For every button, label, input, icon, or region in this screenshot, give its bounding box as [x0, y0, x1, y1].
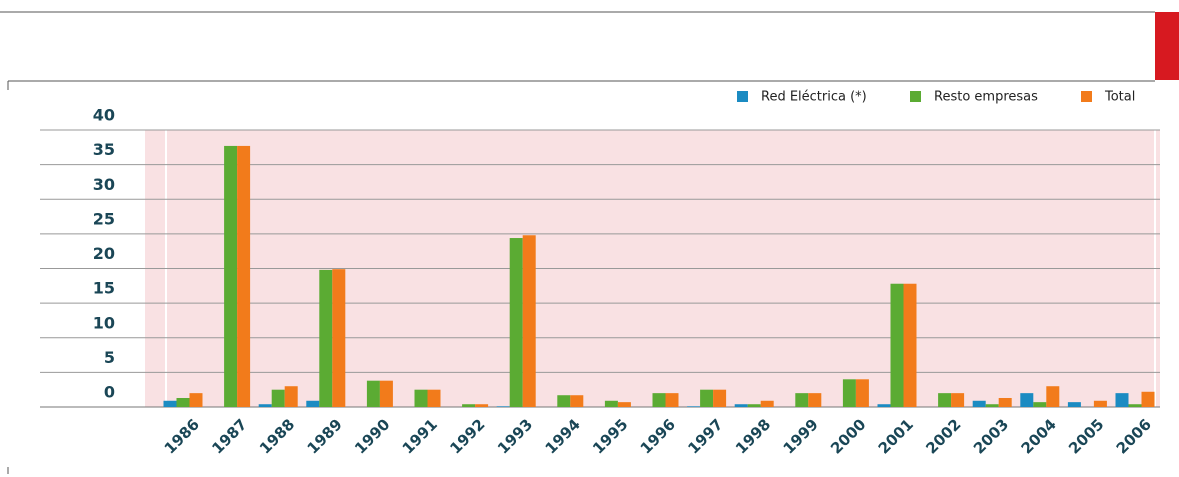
bar	[890, 283, 904, 407]
x-tick-label: 1988	[256, 415, 298, 457]
y-tick-label: 10	[93, 313, 115, 332]
x-tick-label: 2005	[1065, 415, 1107, 457]
y-tick-label: 0	[104, 383, 115, 402]
bar	[700, 389, 714, 407]
bar	[1067, 402, 1081, 407]
bar	[427, 389, 441, 407]
x-tick-label: 1986	[161, 415, 203, 457]
y-tick-label: 15	[93, 279, 115, 298]
bar	[604, 400, 618, 407]
bar	[951, 393, 965, 407]
corner-tab	[1155, 12, 1179, 80]
bar	[855, 379, 869, 407]
bar	[998, 397, 1012, 407]
x-tick-label: 1989	[304, 415, 346, 457]
bar	[496, 406, 510, 407]
x-tick-label: 2001	[875, 415, 917, 457]
x-tick-label: 2003	[970, 415, 1012, 457]
x-tick-label: 1987	[208, 415, 250, 457]
bar	[713, 389, 727, 407]
bar	[877, 404, 891, 407]
x-tick-label: 1998	[732, 415, 774, 457]
bar	[319, 269, 333, 407]
x-tick-label: 2004	[1018, 415, 1060, 457]
bar	[985, 404, 999, 407]
y-tick-label: 35	[93, 140, 115, 159]
bar	[760, 400, 774, 407]
bar	[332, 269, 346, 407]
legend-label: Resto empresas	[934, 90, 1038, 105]
bar	[1020, 393, 1034, 407]
legend-label: Red Eléctrica (*)	[761, 90, 867, 105]
bar	[570, 395, 584, 407]
bar	[414, 389, 428, 407]
x-tick-label: 2000	[827, 415, 869, 457]
bar	[379, 380, 393, 407]
x-tick-label: 2006	[1113, 415, 1155, 457]
x-tick-label: 1992	[446, 415, 488, 457]
bar	[972, 400, 986, 407]
bar	[1141, 391, 1155, 407]
legend-swatch	[910, 91, 921, 102]
y-tick-label: 30	[93, 175, 115, 194]
bar	[687, 406, 701, 407]
bar	[366, 380, 380, 407]
x-tick-label: 1994	[542, 415, 584, 457]
x-tick-label: 1991	[399, 415, 441, 457]
y-tick-label: 25	[93, 209, 115, 228]
bar	[808, 393, 822, 407]
bar	[509, 238, 523, 407]
bar	[1093, 400, 1107, 407]
y-tick-label: 20	[93, 244, 115, 263]
legend-swatch	[737, 91, 748, 102]
bar	[1046, 386, 1060, 407]
bar	[1033, 402, 1047, 407]
bar	[522, 235, 536, 407]
legend-label: Total	[1104, 90, 1135, 105]
bar	[795, 393, 809, 407]
bar	[652, 393, 666, 407]
bar	[163, 400, 177, 407]
legend-swatch	[1081, 91, 1092, 102]
x-tick-label: 1999	[780, 415, 822, 457]
bar	[903, 283, 917, 407]
bar	[747, 404, 761, 407]
x-tick-label: 1997	[684, 415, 726, 457]
bar	[1128, 404, 1142, 407]
bar	[271, 389, 285, 407]
bar	[734, 404, 748, 407]
bar	[189, 393, 203, 407]
bar	[557, 395, 571, 407]
bar	[284, 386, 298, 407]
bar	[475, 404, 489, 407]
y-tick-label: 40	[93, 106, 115, 125]
bar	[938, 393, 952, 407]
x-tick-label: 1990	[351, 415, 393, 457]
y-tick-label: 5	[104, 348, 115, 367]
bar	[224, 145, 238, 408]
x-tick-label: 1995	[589, 415, 631, 457]
bar	[462, 404, 476, 407]
bar	[237, 145, 251, 408]
bar	[617, 402, 631, 407]
x-tick-label: 1993	[494, 415, 536, 457]
bar	[176, 397, 190, 407]
bar	[258, 404, 272, 407]
bar	[306, 400, 320, 407]
bar	[665, 393, 679, 407]
x-tick-label: 1996	[637, 415, 679, 457]
x-tick-label: 2002	[922, 415, 964, 457]
bar	[842, 379, 856, 407]
bar	[1115, 393, 1129, 407]
